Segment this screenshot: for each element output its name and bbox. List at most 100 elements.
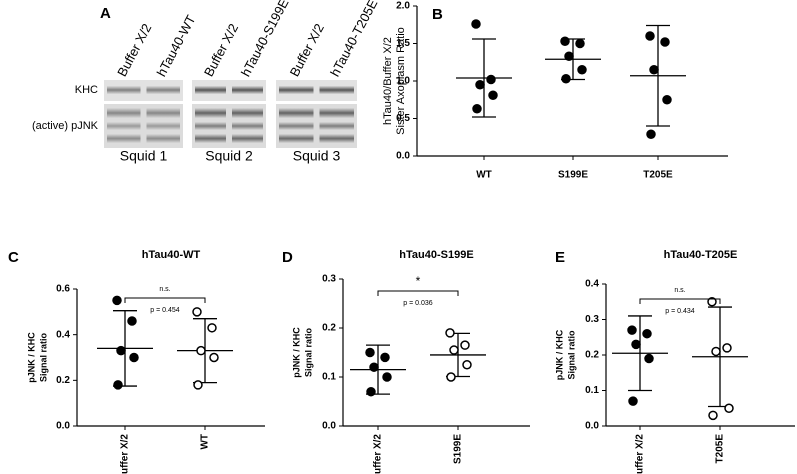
band [319, 134, 354, 143]
data-point [116, 345, 126, 356]
x-tick-label: WT [476, 170, 492, 181]
band [319, 122, 354, 130]
band [195, 86, 226, 94]
data-point [462, 360, 472, 370]
data-point [460, 340, 470, 350]
data-point [642, 328, 652, 339]
band [232, 122, 263, 130]
blot-khc [104, 80, 183, 101]
band [279, 86, 314, 94]
data-point [192, 307, 202, 317]
y-tick-label: 0.0 [396, 151, 410, 162]
y-tick-label: 0.2 [56, 375, 70, 386]
y-tick-label: 2.0 [396, 1, 410, 12]
band [107, 122, 141, 130]
x-tick-label: Buffer X/2 [373, 434, 384, 474]
lane-label: Buffer X/2 [114, 21, 154, 79]
y-tick-label: 0.1 [585, 385, 599, 396]
band [146, 122, 180, 130]
band [146, 86, 180, 94]
data-point [631, 339, 641, 350]
band [195, 122, 226, 130]
significance-bracket [377, 290, 459, 296]
lane-label: hTau40-S199E [238, 0, 292, 79]
band [279, 108, 314, 118]
band [107, 108, 141, 118]
y-tick-label: 0.2 [322, 323, 336, 334]
x-tick-label: Buffer X/2 [120, 434, 131, 474]
x-tick-label: T205E [643, 170, 673, 181]
y-tick-label: 0.6 [56, 284, 70, 295]
band [319, 108, 354, 118]
y-tick-label: 0.0 [322, 421, 336, 432]
data-point [475, 80, 485, 90]
significance-bracket [639, 298, 721, 304]
data-point [627, 325, 637, 335]
data-point [113, 380, 123, 390]
p-value: p = 0.434 [665, 308, 694, 315]
data-point [445, 328, 455, 338]
y-axis-label: hTau40/Buffer X/2 [382, 37, 394, 125]
y-tick-label: 0.4 [585, 279, 599, 290]
data-point [488, 90, 498, 100]
data-point [471, 19, 481, 29]
data-point [366, 386, 376, 397]
data-point [649, 65, 659, 75]
data-point [564, 51, 574, 61]
data-point [365, 347, 375, 358]
data-point [660, 37, 670, 47]
group-label: Squid 3 [293, 148, 341, 164]
data-point [207, 323, 217, 333]
band [195, 134, 226, 143]
y-tick-label: 0.4 [56, 329, 70, 340]
y-tick-label: 0.2 [585, 350, 599, 361]
data-point [209, 352, 219, 363]
data-point [486, 74, 496, 85]
lane-label: Buffer X/2 [287, 21, 327, 79]
row-label: (active) pJNK [32, 120, 99, 132]
y-tick-label: 0.3 [322, 274, 336, 285]
data-point [446, 372, 456, 382]
p-value: p = 0.036 [403, 300, 432, 307]
data-point [575, 38, 585, 49]
p-value: p = 0.454 [150, 307, 179, 314]
group-label: Squid 2 [205, 148, 253, 164]
data-point [196, 345, 206, 356]
data-point [449, 345, 459, 355]
data-point [193, 380, 203, 390]
data-point [127, 316, 137, 326]
data-point [380, 352, 390, 363]
data-point [708, 410, 718, 421]
data-point [662, 95, 672, 105]
band [232, 86, 263, 94]
panel-label: E [555, 249, 565, 266]
lane-label: Buffer X/2 [201, 21, 241, 79]
y-tick-label: 0.5 [396, 113, 410, 124]
row-label: KHC [75, 84, 98, 96]
data-point [724, 403, 734, 413]
group-label: Squid 1 [120, 148, 168, 164]
data-point [644, 353, 654, 364]
panel-label: C [8, 249, 19, 266]
data-point [112, 295, 122, 306]
y-axis-label: pJNK / KHC [291, 327, 301, 378]
y-tick-label: 0.0 [56, 421, 70, 432]
band [232, 108, 263, 118]
data-point [382, 372, 392, 382]
data-point [711, 346, 721, 357]
data-point [561, 74, 571, 84]
x-tick-label: S199E [453, 434, 464, 464]
data-point [645, 31, 655, 41]
chart-title: hTau40-S199E [399, 249, 473, 261]
data-point [646, 129, 656, 139]
data-point [577, 65, 587, 75]
band [232, 134, 263, 143]
lane-label: hTau40-T205E [327, 0, 380, 79]
y-axis-label: pJNK / KHC [554, 329, 564, 380]
band [195, 108, 226, 118]
data-point [628, 396, 638, 406]
data-point [560, 36, 570, 46]
blot-khc [192, 80, 266, 101]
lane-label: hTau40-WT [154, 13, 199, 79]
band [279, 134, 314, 143]
